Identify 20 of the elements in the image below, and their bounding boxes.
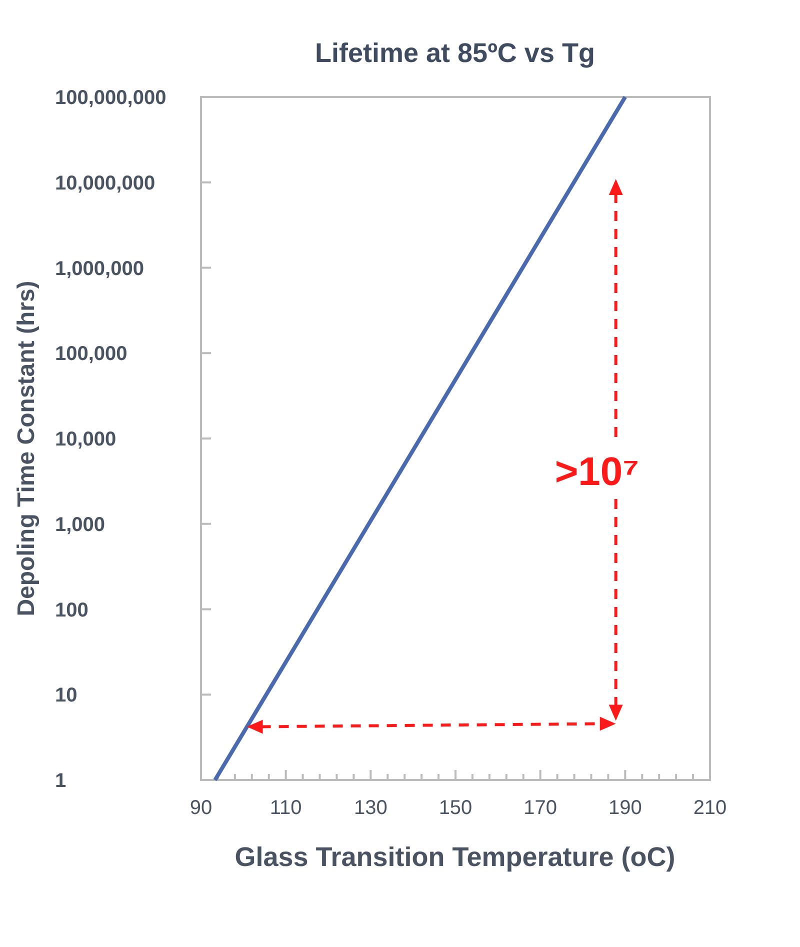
y-tick-label: 1,000,000 <box>55 258 144 280</box>
y-tick-label: 1,000 <box>55 514 106 536</box>
y-tick-label: 100 <box>55 599 88 622</box>
x-tick-label: 190 <box>608 797 642 819</box>
y-tick-label: 10 <box>55 684 78 707</box>
y-tick-label: 100,000,000 <box>55 87 166 109</box>
x-tick-label: 170 <box>524 797 558 819</box>
x-axis-title: Glass Transition Temperature (oC) <box>234 842 676 872</box>
x-tick-label: 90 <box>190 797 212 819</box>
y-tick-label: 1 <box>55 770 66 792</box>
annotation: >10⁷ <box>554 450 640 494</box>
y-tick-label: 100,000 <box>55 343 128 366</box>
x-tick-label: 210 <box>693 797 727 819</box>
x-tick-label: 130 <box>354 797 388 819</box>
chart-title: Lifetime at 85ºC vs Tg <box>315 38 595 68</box>
x-tick-label: 110 <box>270 797 302 819</box>
y-tick-label: 10,000 <box>55 428 116 450</box>
y-tick-label: 10,000,000 <box>55 172 156 194</box>
x-tick-label: 150 <box>438 797 472 819</box>
y-axis-title: Depoling Time Constant (hrs) <box>13 280 40 616</box>
